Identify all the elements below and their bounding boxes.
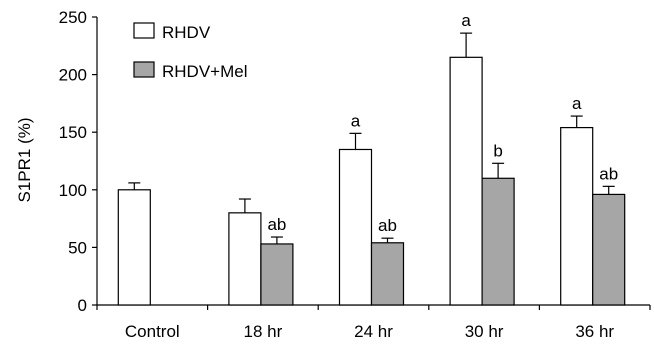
bar-rhdv — [560, 126, 594, 306]
y-axis-label: S1PR1 (%) — [15, 117, 34, 202]
y-axis-ticks: 0 50 100 150 200 250 — [59, 8, 97, 315]
y-tick-label: 50 — [68, 238, 87, 257]
legend-swatch — [133, 61, 155, 78]
legend-label: RHDV+Mel — [162, 62, 248, 81]
legend: RHDV RHDV+Mel — [133, 22, 248, 81]
bars: a a a ab ab b ab — [117, 11, 626, 306]
significance-label: ab — [267, 215, 286, 234]
x-axis-ticks: Control 18 hr 24 hr 30 hr 36 hr — [96, 305, 651, 341]
x-tick-label: 30 hr — [465, 322, 504, 341]
y-tick-label: 150 — [59, 123, 87, 142]
y-tick-label: 250 — [59, 8, 87, 27]
y-tick-label: 100 — [59, 181, 87, 200]
y-tick-label: 200 — [59, 66, 87, 85]
bar-rhdv-mel — [592, 193, 626, 306]
significance-label: a — [572, 94, 582, 113]
bar-rhdv — [117, 189, 151, 306]
x-tick-label: 18 hr — [244, 322, 283, 341]
bar-rhdv — [449, 56, 483, 306]
significance-label: a — [351, 111, 361, 130]
bar-rhdv — [228, 212, 262, 306]
significance-label: a — [461, 11, 471, 30]
legend-swatch — [133, 22, 155, 39]
significance-label: ab — [378, 216, 397, 235]
bar-rhdv-mel — [481, 177, 515, 306]
x-tick-label: 36 hr — [575, 322, 614, 341]
bar-rhdv — [338, 148, 373, 306]
y-tick-label: 0 — [78, 296, 87, 315]
x-tick-label: Control — [125, 322, 180, 341]
bar-rhdv-mel — [260, 243, 294, 306]
x-tick-label: 24 hr — [354, 322, 393, 341]
bar-rhdv-mel — [370, 242, 405, 306]
significance-label: ab — [599, 164, 618, 183]
legend-label: RHDV — [162, 23, 211, 42]
significance-label: b — [493, 141, 502, 160]
